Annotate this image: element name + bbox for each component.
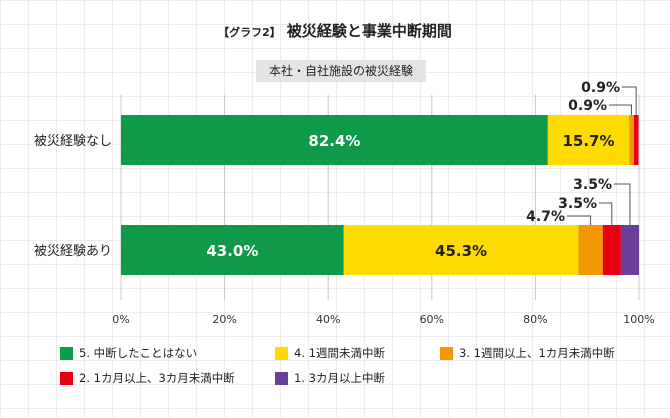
legend-item: 4. 1週間未満中断 bbox=[275, 345, 385, 361]
legend-label: 2. 1カ月以上、3カ月未満中断 bbox=[79, 371, 235, 385]
legend-swatch bbox=[60, 346, 73, 360]
callout-line bbox=[622, 86, 637, 115]
bar-segment bbox=[121, 115, 548, 165]
legend-label: 4. 1週間未満中断 bbox=[294, 346, 385, 360]
title-tag: 【グラフ2】 bbox=[218, 26, 281, 39]
callout-line bbox=[567, 215, 592, 225]
legend-item: 2. 1カ月以上、3カ月未満中断 bbox=[60, 370, 235, 386]
data-label: 82.4% bbox=[308, 132, 360, 150]
data-label: 15.7% bbox=[562, 132, 614, 150]
callout-line bbox=[614, 183, 631, 225]
data-label: 45.3% bbox=[435, 242, 487, 260]
legend-item: 1. 3カ月以上中断 bbox=[275, 370, 385, 386]
x-tick-label: 0% bbox=[112, 313, 129, 326]
legend-label: 3. 1週間以上、1カ月未満中断 bbox=[459, 346, 615, 360]
legend-item: 3. 1週間以上、1カ月未満中断 bbox=[440, 345, 615, 361]
legend-label: 5. 中断したことはない bbox=[79, 346, 198, 360]
x-tick-label: 100% bbox=[623, 313, 654, 326]
callout-line bbox=[609, 104, 632, 115]
bar-segment bbox=[578, 225, 603, 275]
data-label: 0.9% bbox=[581, 80, 620, 96]
x-tick-label: 20% bbox=[212, 313, 236, 326]
data-label: 4.7% bbox=[526, 209, 565, 225]
legend-label: 1. 3カ月以上中断 bbox=[294, 371, 385, 385]
data-label: 3.5% bbox=[573, 177, 612, 193]
chart-title: 【グラフ2】 被災経験と事業中断期間 bbox=[0, 20, 670, 41]
legend-item: 5. 中断したことはない bbox=[60, 345, 197, 361]
x-tick-label: 80% bbox=[523, 313, 547, 326]
category-label: 被災経験なし bbox=[34, 134, 112, 149]
legend-swatch bbox=[275, 371, 288, 385]
chart-subtitle: 本社・自社施設の被災経験 bbox=[256, 60, 426, 82]
bar-segment bbox=[121, 225, 344, 275]
bar-segment bbox=[343, 225, 579, 275]
x-tick-label: 60% bbox=[420, 313, 444, 326]
data-label: 0.9% bbox=[568, 98, 607, 114]
x-tick-label: 40% bbox=[316, 313, 340, 326]
callout-line bbox=[599, 202, 613, 225]
legend-swatch bbox=[440, 346, 453, 360]
bar-segment bbox=[602, 225, 621, 275]
bar-segment bbox=[629, 115, 634, 165]
bar-segment bbox=[633, 115, 639, 165]
data-label: 3.5% bbox=[558, 196, 597, 212]
bar-segment bbox=[620, 225, 639, 275]
title-text: 被災経験と事業中断期間 bbox=[286, 22, 452, 40]
bar-segment bbox=[547, 115, 630, 165]
data-label: 43.0% bbox=[206, 242, 258, 260]
legend-swatch bbox=[60, 371, 73, 385]
legend-swatch bbox=[275, 346, 288, 360]
category-label: 被災経験あり bbox=[34, 244, 112, 259]
